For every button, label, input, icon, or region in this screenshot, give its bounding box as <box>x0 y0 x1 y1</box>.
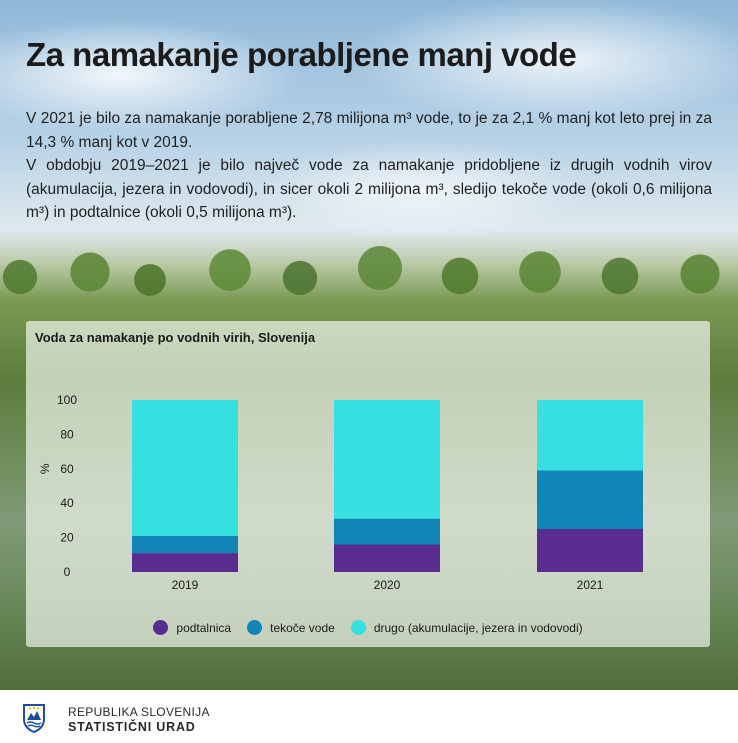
legend-label: drugo (akumulacije, jezera in vodovodi) <box>373 620 583 635</box>
y-tick-label: 0 <box>64 565 71 579</box>
legend-swatch <box>350 620 366 635</box>
y-tick-label: 20 <box>60 531 74 545</box>
legend-item: tekoče vode <box>247 620 335 635</box>
org-name-line1: REPUBLIKA SLOVENIJA <box>68 705 210 719</box>
legend-item: podtalnica <box>153 620 231 635</box>
y-tick-label: 100 <box>57 393 77 407</box>
x-tick-label: 2020 <box>374 578 401 592</box>
x-tick-label: 2019 <box>172 578 199 592</box>
bar-segment <box>132 535 238 554</box>
stacked-bar-chart: 0 20 40 60 80 100% 2019 2020 2021 <box>38 393 643 592</box>
slovenia-coat-of-arms-icon <box>23 704 45 733</box>
legend-label: podtalnica <box>176 620 232 635</box>
legend-item: drugo (akumulacije, jezera in vodovodi) <box>350 620 583 635</box>
chart-legend: podtalnica tekoče vode drugo (akumulacije,… <box>26 620 710 635</box>
intro-paragraph-1: V 2021 je bilo za namakanje porabljene 2… <box>26 110 712 151</box>
y-tick-label: 80 <box>60 427 74 441</box>
chart-title: Voda za namakanje po vodnih virih, Slove… <box>35 330 316 345</box>
y-tick-label: 60 <box>60 462 74 476</box>
y-axis-label: % <box>38 463 52 474</box>
bar-segment <box>537 470 643 529</box>
intro-text: V 2021 je bilo za namakanje porabljene 2… <box>26 107 712 225</box>
bar-segment <box>334 400 440 519</box>
footer: REPUBLIKA SLOVENIJA STATISTIČNI URAD <box>0 690 738 743</box>
bar-segment <box>334 518 440 545</box>
legend-swatch <box>153 620 169 635</box>
legend-swatch <box>247 620 263 635</box>
legend-label: tekoče vode <box>270 620 335 635</box>
intro-paragraph-2: V obdobju 2019–2021 je bilo največ vode … <box>26 157 712 221</box>
page-title: Za namakanje porabljene manj vode <box>26 36 577 73</box>
tree-line-decoration <box>0 232 738 302</box>
bar-segment <box>132 553 238 572</box>
x-tick-label: 2021 <box>577 578 604 592</box>
y-tick-label: 40 <box>60 496 74 510</box>
org-name-line2: STATISTIČNI URAD <box>68 720 196 734</box>
bar-segment <box>132 400 238 536</box>
bar-segment <box>537 400 643 471</box>
bar-segment <box>537 529 643 572</box>
bar-segment <box>334 544 440 572</box>
chart-panel: Voda za namakanje po vodnih virih, Slove… <box>26 321 710 647</box>
